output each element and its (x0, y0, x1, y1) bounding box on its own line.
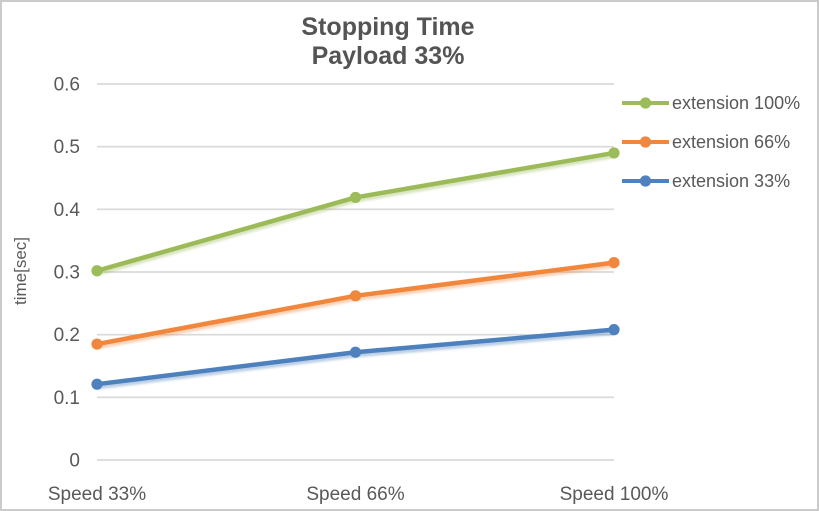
data-point (608, 324, 620, 336)
legend-item: extension 33% (622, 168, 817, 194)
data-point (349, 346, 362, 358)
legend-line-marker-icon (622, 175, 669, 187)
legend-line-marker-icon (622, 136, 669, 148)
legend-item: extension 100% (622, 90, 817, 116)
chart-title: Stopping Time Payload 33% (301, 13, 474, 71)
legend-line-marker-icon (622, 97, 669, 109)
data-point (91, 265, 103, 277)
y-tick-label: 0.3 (54, 263, 80, 284)
data-point (91, 378, 103, 390)
legend-marker (639, 136, 652, 148)
x-category-label: Speed 66% (306, 484, 404, 505)
y-tick-label: 0.5 (54, 137, 80, 158)
data-point (91, 338, 103, 350)
x-category-label: Speed 33% (48, 484, 146, 505)
series-line-extension-66- (94, 260, 617, 347)
legend-label: extension 66% (672, 131, 791, 152)
legend-marker (639, 97, 652, 109)
chart-title-line2: Payload 33% (311, 42, 465, 70)
legend-marker (639, 175, 652, 187)
legend-label: extension 33% (672, 170, 791, 191)
series-line-extension-100- (94, 150, 617, 273)
legend-label: extension 100% (672, 92, 801, 113)
y-tick-label: 0.6 (54, 75, 80, 96)
y-tick-label: 0.4 (54, 200, 81, 221)
data-point (349, 191, 362, 204)
x-category-label: Speed 100% (560, 484, 669, 505)
chart-title-line1: Stopping Time (301, 13, 475, 41)
data-point (608, 147, 620, 159)
y-tick-label: 0 (69, 451, 80, 472)
legend: extension 100% extension 66% extension 33% (622, 90, 817, 207)
data-point (349, 290, 362, 302)
y-tick-label: 0.1 (54, 388, 80, 409)
legend-item: extension 66% (622, 129, 817, 155)
data-point (608, 257, 620, 269)
y-tick-label: 0.2 (54, 325, 80, 346)
